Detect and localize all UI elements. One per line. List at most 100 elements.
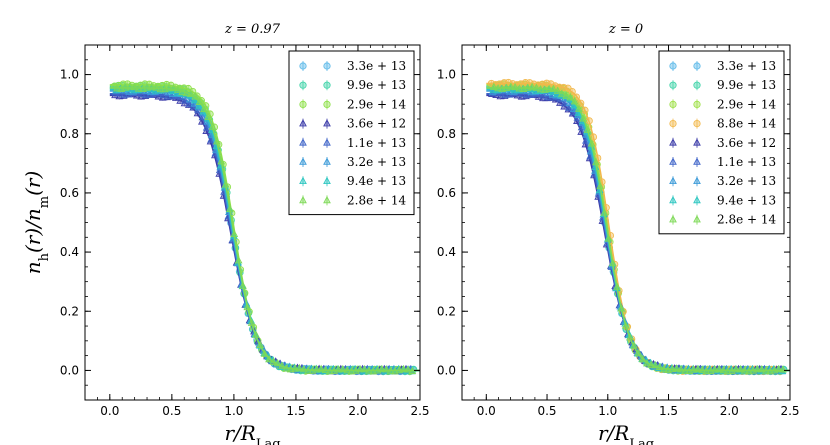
x-tick-label: 0.0 <box>100 404 119 418</box>
legend-item: 3.3e + 13 <box>299 59 406 73</box>
y-tick-label: 0.2 <box>60 304 79 318</box>
legend-marker <box>693 215 701 223</box>
x-tick-label: 2.5 <box>780 404 799 418</box>
data-point <box>528 82 536 90</box>
legend-marker <box>669 138 677 146</box>
legend-item: 3.2e + 13 <box>669 174 776 188</box>
legend-item: 2.8e + 14 <box>669 213 777 227</box>
legend-marker <box>299 119 307 127</box>
data-point <box>762 366 770 374</box>
data-point <box>583 125 592 133</box>
data-point <box>191 92 200 100</box>
data-point <box>643 359 651 367</box>
data-point <box>581 106 589 114</box>
panel-title: z = 0 <box>608 22 643 37</box>
data-point <box>621 321 630 329</box>
data-point <box>134 84 143 92</box>
data-point <box>515 84 524 92</box>
legend-marker <box>669 120 677 128</box>
data-point <box>651 361 660 369</box>
data-point <box>130 82 139 91</box>
data-point <box>494 84 502 92</box>
data-point <box>185 95 194 103</box>
data-point <box>553 86 562 94</box>
data-point <box>239 281 247 289</box>
legend-item: 3.6e + 12 <box>669 136 776 150</box>
data-point <box>195 97 204 105</box>
data-point <box>647 360 656 368</box>
legend-label: 3.6e + 12 <box>347 117 406 131</box>
data-point <box>204 112 213 120</box>
x-tick-label: 2.0 <box>720 404 739 418</box>
data-point <box>208 122 217 130</box>
x-tick-label: 1.0 <box>224 404 243 418</box>
panel-title: z = 0.97 <box>224 22 281 37</box>
data-point <box>173 85 182 93</box>
legend-item: 9.9e + 13 <box>299 78 406 92</box>
legend-item: 2.8e + 14 <box>299 193 407 207</box>
data-point <box>617 304 626 312</box>
data-point <box>698 365 707 373</box>
data-point <box>178 87 187 96</box>
legend-box <box>288 50 415 216</box>
data-point <box>556 98 564 106</box>
data-point <box>252 330 260 338</box>
data-point <box>630 341 639 349</box>
data-point <box>113 84 121 92</box>
data-point <box>609 258 617 267</box>
legend-marker <box>669 100 677 109</box>
legend-marker <box>693 81 701 89</box>
data-point <box>587 139 596 147</box>
data-point <box>506 82 515 90</box>
data-point <box>613 282 621 290</box>
data-point <box>740 366 749 374</box>
data-point <box>147 82 156 90</box>
legend-label: 3.2e + 13 <box>717 174 776 188</box>
data-point <box>569 104 578 112</box>
legend-box <box>658 50 785 235</box>
legend-item: 8.8e + 14 <box>669 117 777 131</box>
data-point <box>152 83 160 91</box>
y-tick-label: 0.8 <box>60 127 79 141</box>
legend-item: 3.2e + 13 <box>299 155 406 169</box>
data-point <box>234 256 243 264</box>
y-tick-label: 1.0 <box>437 68 456 82</box>
legend-marker <box>299 81 307 89</box>
data-point <box>186 89 195 97</box>
data-point <box>736 364 745 373</box>
plot-area <box>486 78 790 376</box>
data-point <box>282 364 291 372</box>
legend-item: 2.9e + 14 <box>299 97 407 111</box>
data-point <box>278 361 286 369</box>
data-point <box>596 181 604 190</box>
data-point <box>562 91 570 99</box>
data-point <box>408 366 417 374</box>
data-point <box>694 364 702 372</box>
data-point <box>404 365 412 373</box>
data-point <box>511 82 519 91</box>
data-point <box>221 180 230 188</box>
legend-marker <box>299 100 307 109</box>
data-point <box>365 366 373 374</box>
data-point <box>338 364 347 373</box>
data-point <box>589 133 598 141</box>
y-tick-label: 0.0 <box>437 363 456 377</box>
data-point <box>715 364 724 373</box>
plot-area <box>109 80 420 376</box>
legend-item: 1.1e + 13 <box>669 155 776 169</box>
legend-marker <box>693 157 701 165</box>
data-point <box>672 364 681 372</box>
data-point <box>626 333 634 341</box>
legend-label: 2.9e + 14 <box>347 97 407 111</box>
data-point <box>360 364 369 373</box>
data-point <box>399 364 408 373</box>
data-point <box>604 234 613 242</box>
legend: 3.3e + 13 9.9e + 13 2.9e + 14 8.8e + 14 3.6e… <box>658 50 785 235</box>
x-tick-label: 2.0 <box>348 404 367 418</box>
legend-label: 3.6e + 12 <box>717 136 776 150</box>
legend-marker <box>669 62 677 70</box>
data-point <box>557 89 566 97</box>
y-axis-label: nh(r)/nm(r) <box>21 171 52 275</box>
data-point <box>295 363 304 372</box>
